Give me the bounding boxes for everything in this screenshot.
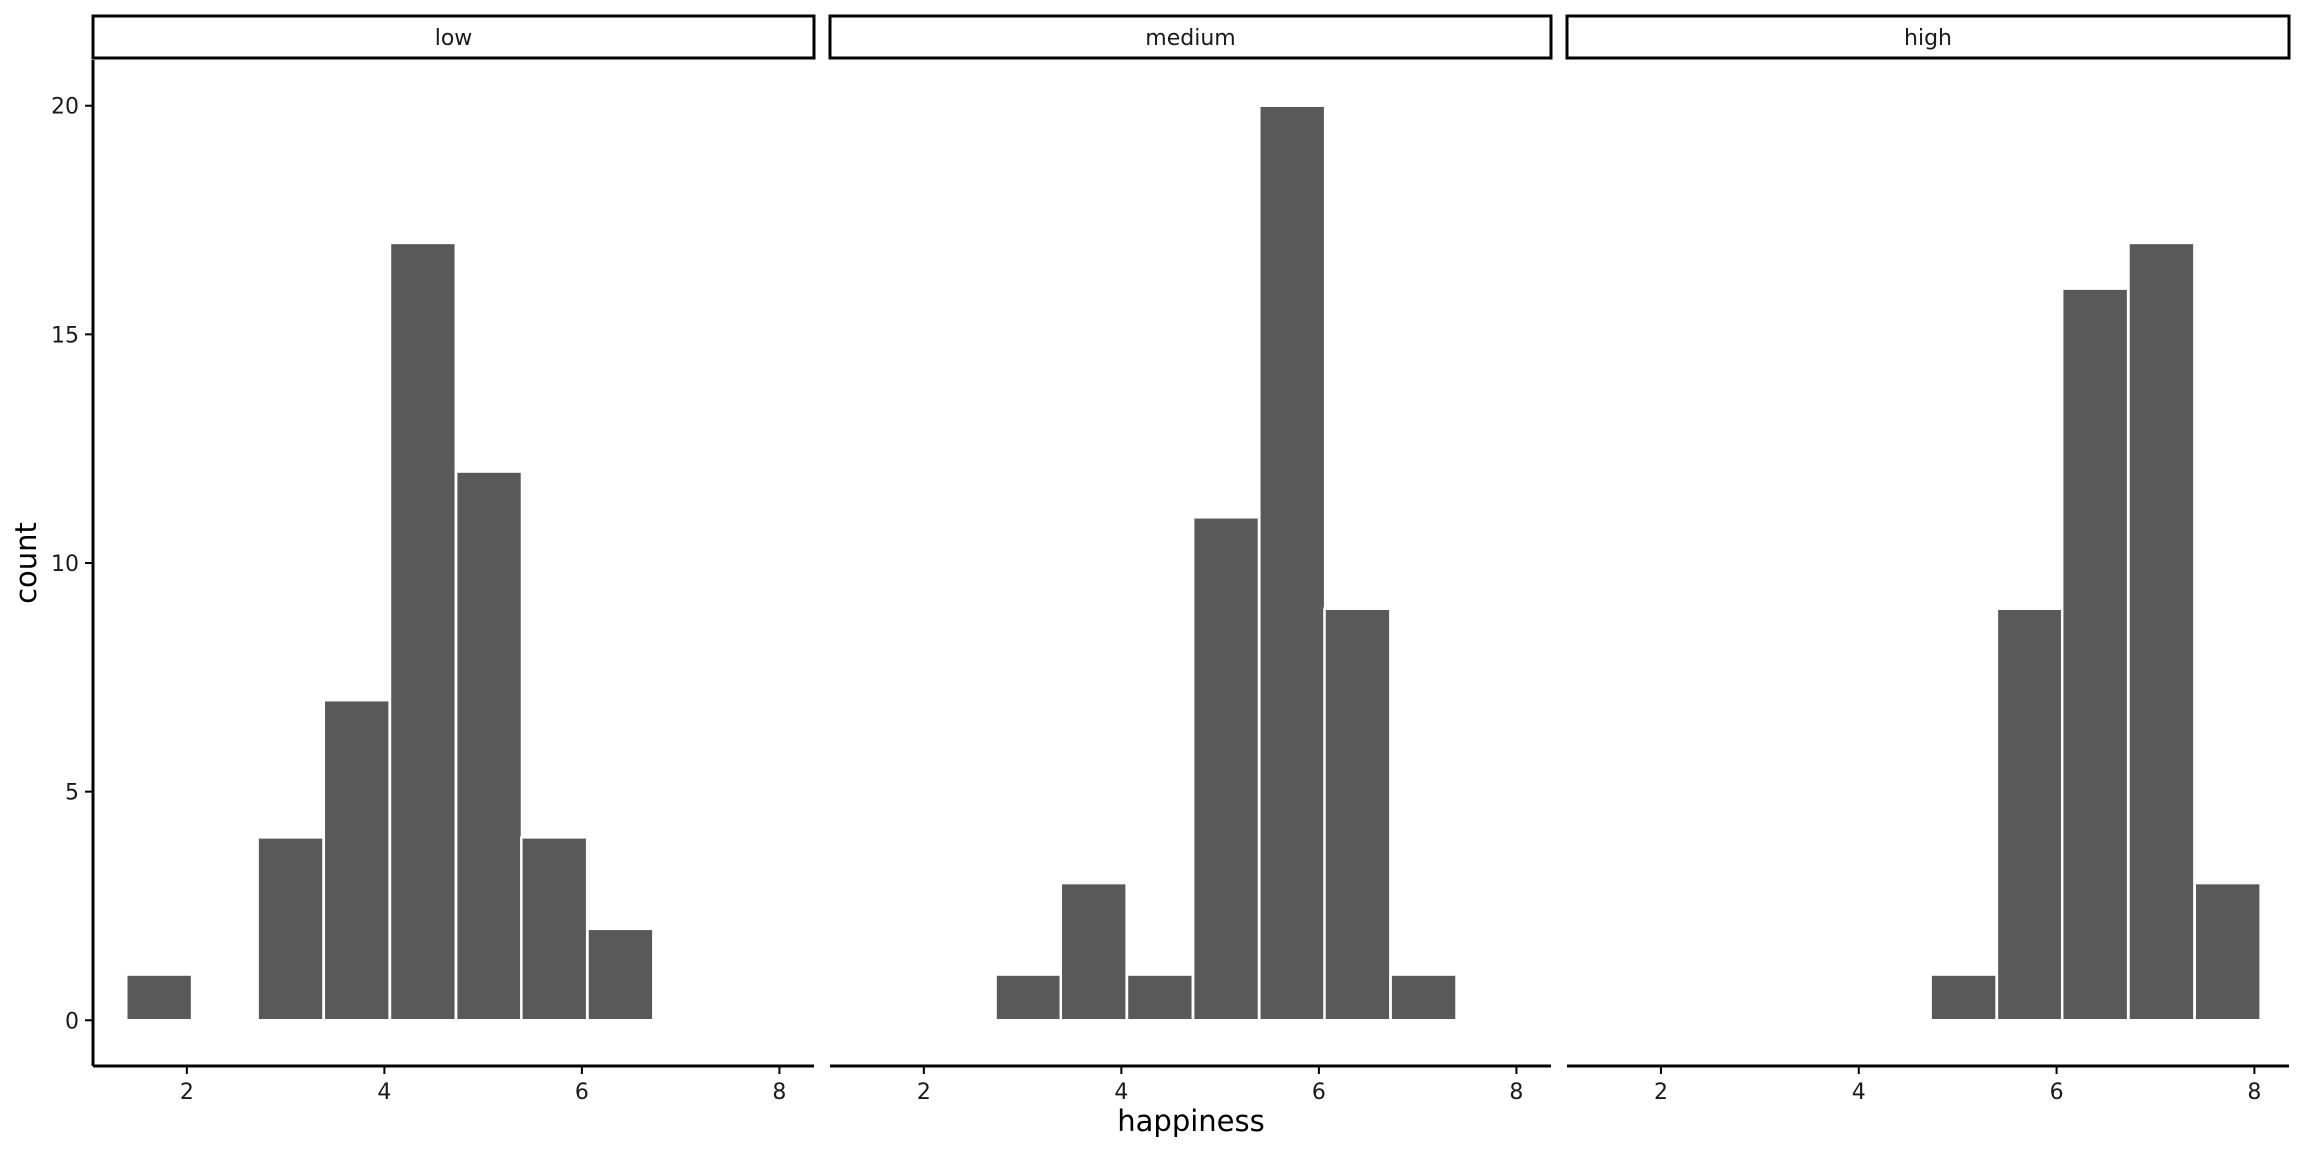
histogram-bar bbox=[1389, 973, 1458, 1022]
facet-panels: low 2 4 6 8 0 5 10 15 20 medium 2 4 6 8 high 2 4 6 8 bbox=[51, 14, 2291, 1105]
histogram-bar bbox=[124, 973, 194, 1022]
facet-strip-label: high bbox=[1904, 26, 1952, 51]
x-tick-label: 2 bbox=[180, 1080, 194, 1105]
facet-strip bbox=[1565, 14, 2291, 60]
y-tick-label: 15 bbox=[51, 323, 79, 348]
x-tick-label: 2 bbox=[917, 1080, 931, 1105]
facet-panel-low: low 2 4 6 8 0 5 10 15 20 bbox=[51, 14, 816, 1105]
x-tick-label: 6 bbox=[1312, 1080, 1326, 1105]
histogram-bar bbox=[256, 836, 325, 1022]
histogram-bar bbox=[454, 470, 524, 1022]
x-tick-label: 2 bbox=[1654, 1080, 1668, 1105]
histogram-bar bbox=[1258, 104, 1327, 1022]
histogram-bar bbox=[2060, 287, 2130, 1022]
facet-panel-high: high 2 4 6 8 bbox=[1565, 14, 2291, 1105]
x-tick-label: 4 bbox=[1114, 1080, 1128, 1105]
y-tick-label: 0 bbox=[65, 1009, 79, 1034]
histogram-bar bbox=[1929, 973, 1998, 1022]
x-tick-label: 8 bbox=[772, 1080, 786, 1105]
x-axis-title: happiness bbox=[1117, 1104, 1264, 1138]
x-tick-label: 6 bbox=[2050, 1080, 2064, 1105]
x-tick-label: 4 bbox=[377, 1080, 391, 1105]
histogram-bar bbox=[1995, 607, 2065, 1022]
facet-strip bbox=[828, 14, 1553, 60]
y-tick-label: 20 bbox=[51, 95, 79, 120]
histogram-bar bbox=[994, 973, 1063, 1022]
facet-panel-medium: medium 2 4 6 8 bbox=[828, 14, 1553, 1105]
histogram-bar bbox=[388, 241, 458, 1022]
facet-strip-label: medium bbox=[1145, 26, 1235, 51]
y-tick-label: 10 bbox=[51, 552, 79, 577]
histogram-bar bbox=[2193, 881, 2262, 1022]
histogram-bar bbox=[2127, 241, 2196, 1022]
histogram-bar bbox=[1059, 881, 1128, 1022]
facet-strip bbox=[91, 14, 816, 60]
y-tick-label: 5 bbox=[65, 781, 79, 806]
x-tick-label: 6 bbox=[575, 1080, 589, 1105]
y-axis-title: count bbox=[9, 522, 43, 604]
facet-strip-label: low bbox=[435, 26, 473, 51]
histogram-bar bbox=[1191, 516, 1261, 1022]
x-tick-label: 4 bbox=[1852, 1080, 1866, 1105]
histogram-bar bbox=[1125, 973, 1195, 1022]
histogram-bar bbox=[520, 836, 589, 1022]
histogram-bar bbox=[1323, 607, 1392, 1022]
histogram-bar bbox=[322, 698, 391, 1022]
x-tick-label: 8 bbox=[1509, 1080, 1523, 1105]
x-tick-label: 8 bbox=[2247, 1080, 2261, 1105]
histogram-bar bbox=[586, 927, 655, 1022]
